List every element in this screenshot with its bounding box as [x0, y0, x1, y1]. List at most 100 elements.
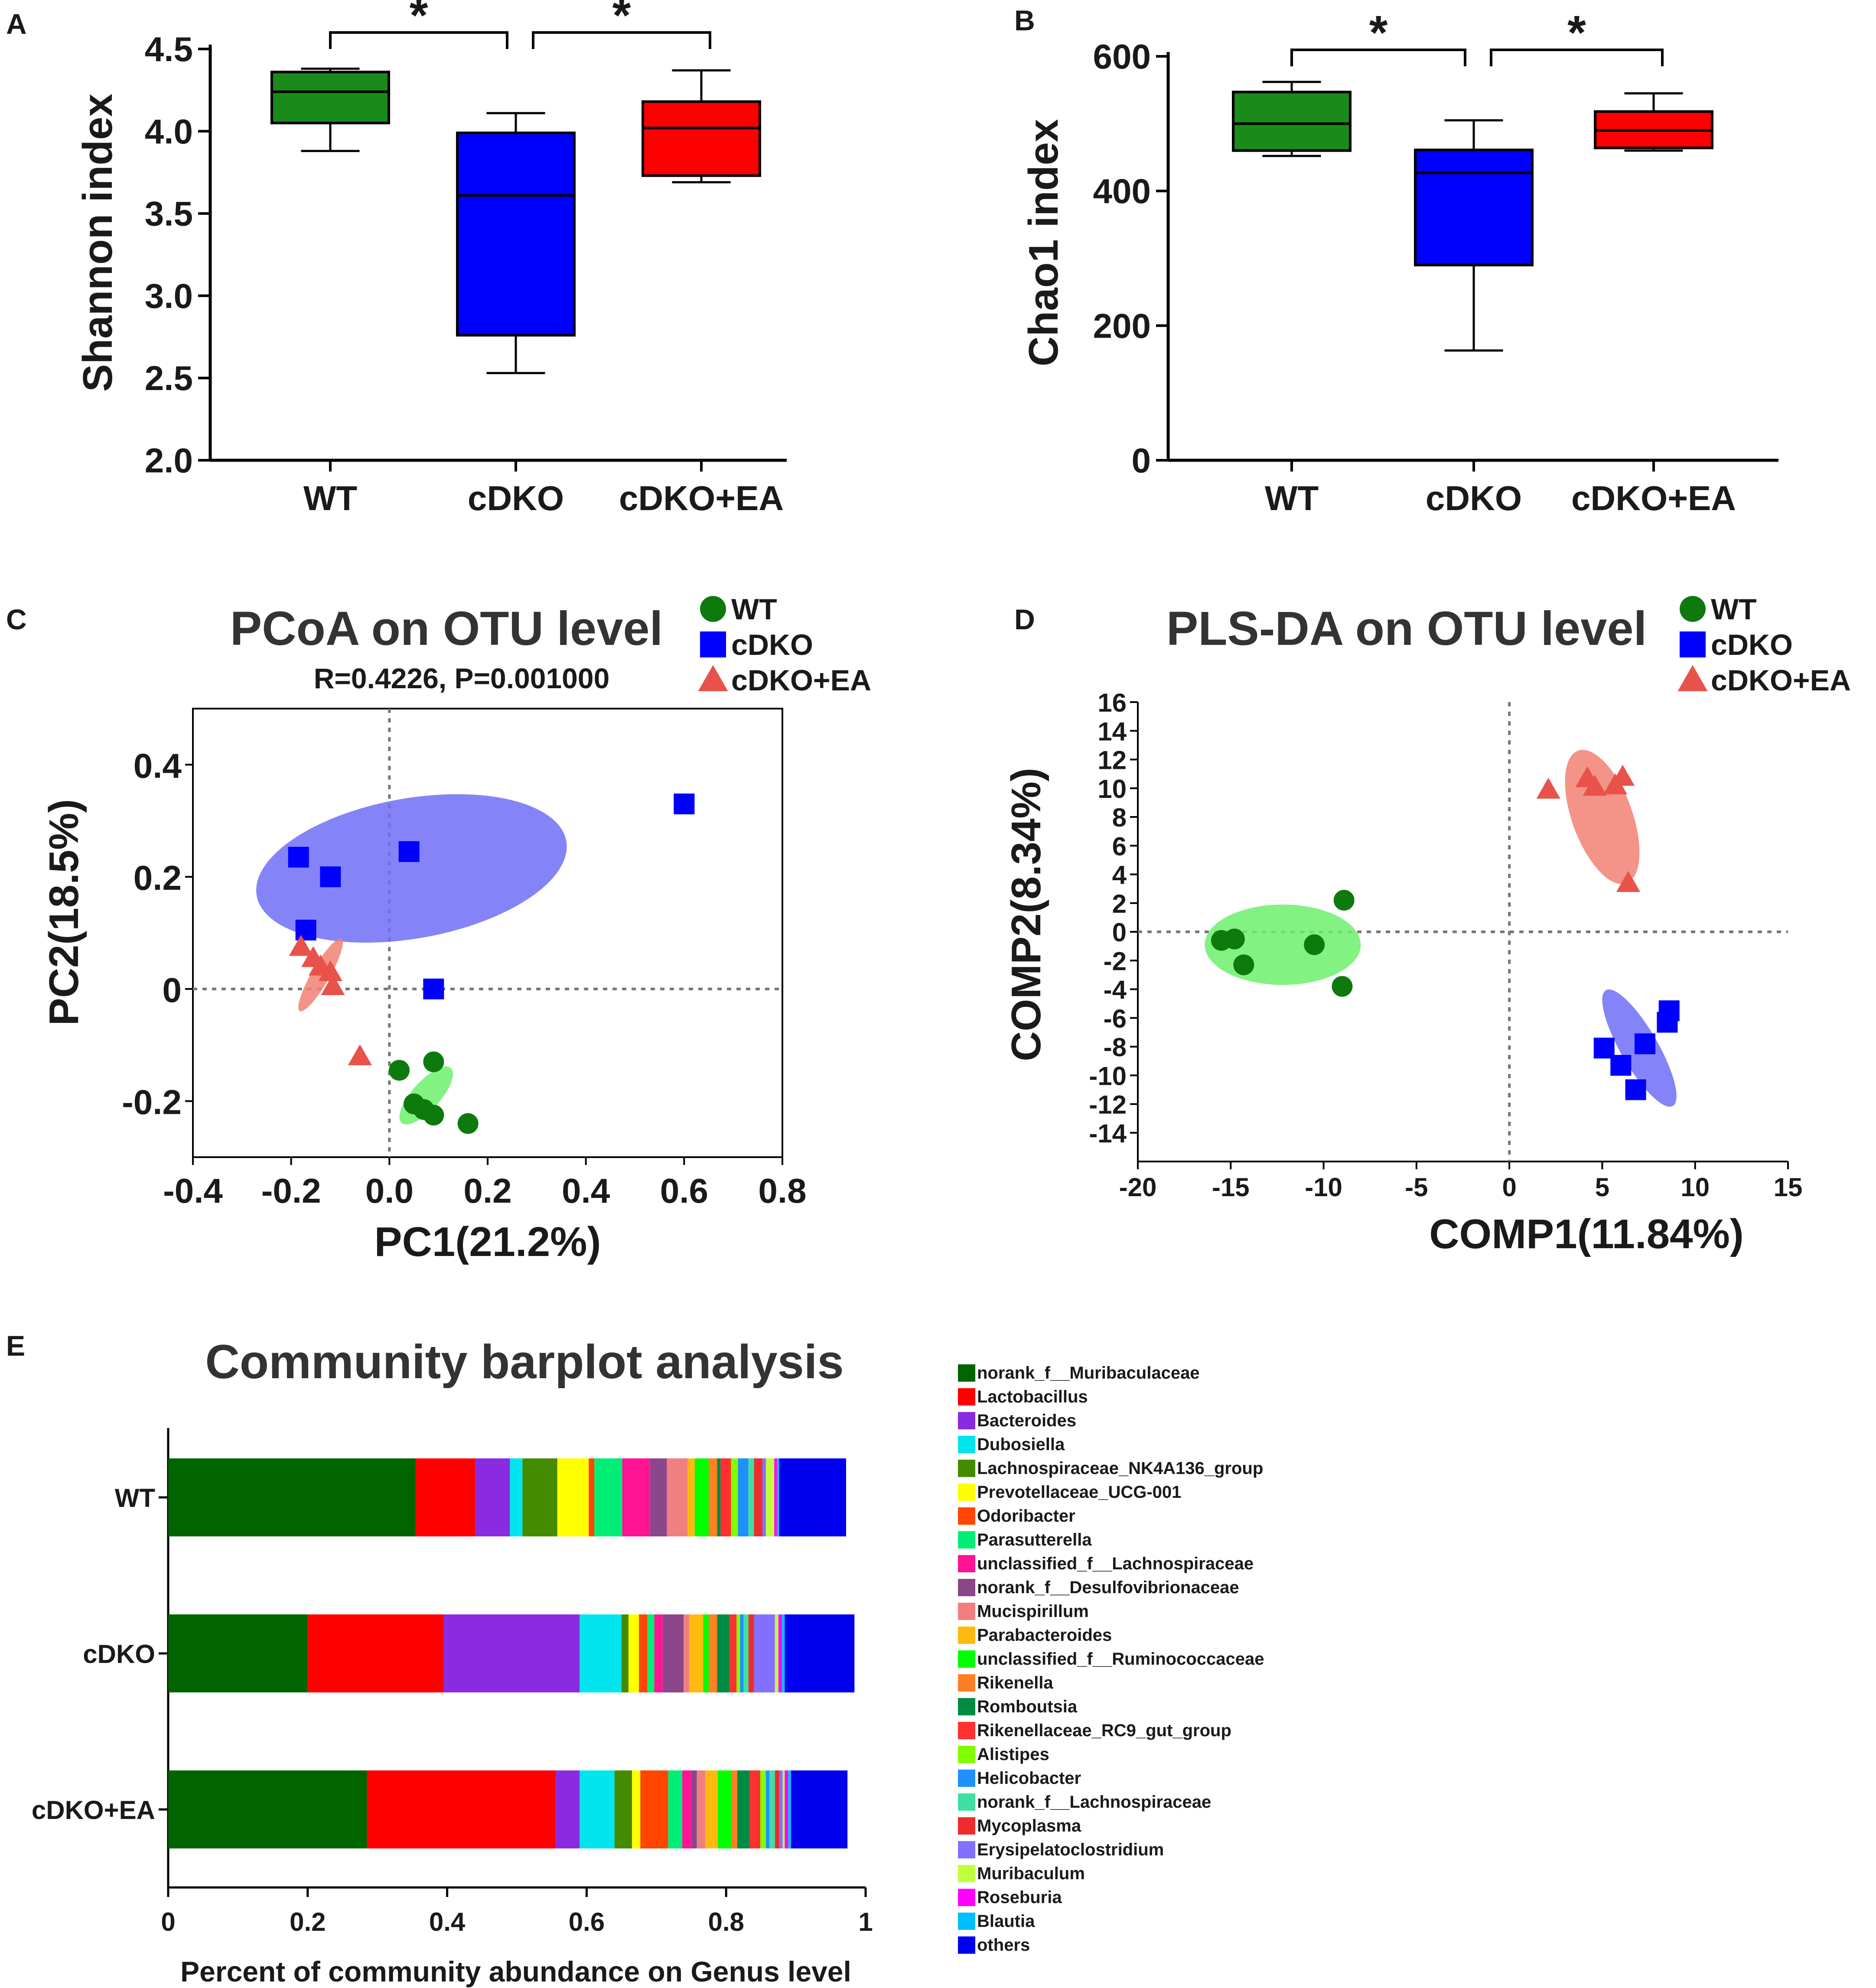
point-cdko-ea [348, 1044, 372, 1065]
y-tick-label: -12 [1089, 1090, 1127, 1119]
bar-segment [720, 1458, 731, 1536]
y-tick-label: 10 [1098, 774, 1127, 804]
bar-segment [614, 1770, 632, 1848]
point-wt [1233, 954, 1254, 976]
panel-letter-c: C [6, 603, 27, 635]
legend-label: Lactobacillus [977, 1387, 1088, 1406]
bar-segment [522, 1458, 557, 1536]
significance-star: * [1567, 6, 1586, 59]
bar-segment [788, 1770, 791, 1848]
legend-label: unclassified_f__Lachnospiraceae [977, 1554, 1254, 1573]
chao1-box-plot: Chao1 index 0 200 400 600 WT cDKO cDKO+EA * * [1020, 6, 1778, 517]
point-cdko-ea [1583, 774, 1607, 796]
legend-swatch [958, 1531, 975, 1549]
x-tick-label: cDKO [1426, 479, 1522, 517]
point-cdko-ea [289, 935, 313, 956]
y-tick-label: 16 [1098, 688, 1127, 717]
panel-letter-a: A [6, 8, 27, 40]
legend-label: Rikenella [977, 1673, 1053, 1692]
legend-swatch [958, 1364, 975, 1382]
legend-swatch [958, 1936, 975, 1954]
bar-segment [791, 1770, 848, 1848]
bar-segment [628, 1614, 639, 1692]
legend-label: norank_f__Lachnospiraceae [977, 1793, 1211, 1812]
bar-segment [691, 1770, 697, 1848]
point-cdko [1625, 1079, 1646, 1100]
y-tick-label: -2 [1104, 947, 1127, 976]
point-cdko [320, 866, 341, 888]
bar-segment [682, 1770, 691, 1848]
bar-segment [650, 1458, 667, 1536]
x-tick-label: -15 [1212, 1173, 1250, 1202]
bar-segment [168, 1770, 367, 1848]
legend-label: cDKO [1711, 628, 1793, 661]
point-wt [457, 1113, 479, 1134]
y-tick-label: 0 [1112, 918, 1127, 947]
bar-segment [785, 1614, 855, 1692]
x-tick-label: 15 [1774, 1173, 1803, 1202]
legend-swatch [958, 1436, 975, 1453]
bar-segment [621, 1614, 629, 1692]
bar-segment [748, 1458, 754, 1536]
panel-a-ylabel: Shannon index [75, 94, 121, 392]
bar-segment [754, 1458, 762, 1536]
bar-segment [168, 1458, 416, 1536]
panel-letter-b: B [1014, 4, 1035, 36]
point-cdko-ea [1616, 871, 1641, 892]
x-tick-label: 10 [1681, 1173, 1710, 1202]
point-cdko [1658, 1000, 1680, 1022]
x-tick-label: cDKO [468, 479, 564, 517]
legend-label: Mycoplasma [977, 1816, 1081, 1835]
point-wt [1332, 976, 1353, 997]
legend-label: Prevotellaceae_UCG-001 [977, 1483, 1181, 1502]
legend-swatch [958, 1555, 975, 1572]
bar-segment [762, 1458, 766, 1536]
point-cdko [1635, 1033, 1655, 1054]
legend-label: unclassified_f__Ruminococcaceae [977, 1650, 1264, 1669]
bar-segment [640, 1770, 668, 1848]
legend-label: cDKO+EA [1711, 664, 1851, 697]
legend-label: Dubosiella [977, 1435, 1065, 1454]
panel-d-title: PLS-DA on OTU level [1166, 602, 1647, 655]
bar-segment [697, 1770, 705, 1848]
panel-c-subtitle: R=0.4226, P=0.001000 [314, 662, 610, 694]
bar-segment [785, 1770, 788, 1848]
shannon-box-plot: Shannon index 2.0 2.5 3.0 3.5 4.0 4.5 WT cDKO cD… [75, 0, 787, 517]
panel-c-title: PCoA on OTU level [230, 602, 663, 655]
bar-segment [557, 1458, 589, 1536]
legend-label: norank_f__Muribaculaceae [977, 1363, 1200, 1383]
box-wt [1232, 91, 1352, 152]
x-tick-label: 0.4 [429, 1907, 466, 1936]
y-tick-label: 600 [1093, 37, 1151, 76]
legend-label: Mucispirillum [977, 1602, 1089, 1621]
bar-segment [443, 1614, 580, 1692]
bar-segment [731, 1458, 738, 1536]
legend-swatch [958, 1889, 975, 1906]
x-tick-label: 0.8 [708, 1907, 744, 1936]
panel-d-xlabel: COMP1(11.84%) [1429, 1211, 1744, 1257]
x-tick-label: 0.2 [290, 1907, 326, 1936]
bar-segment [740, 1614, 744, 1692]
bar-segment [775, 1770, 779, 1848]
y-tick-label: -8 [1104, 1033, 1127, 1062]
point-cdko-ea [321, 974, 345, 996]
bar-segment [416, 1458, 475, 1536]
legend-swatch [958, 1841, 975, 1858]
legend-swatch [958, 1817, 975, 1835]
bar-segment [589, 1458, 595, 1536]
y-tick-label: -4 [1104, 976, 1127, 1005]
x-tick-label: 0.2 [463, 1171, 511, 1210]
legend-swatch [958, 1650, 975, 1668]
x-tick-label: 0.6 [660, 1171, 708, 1210]
legend-label: Bacteroides [977, 1411, 1076, 1430]
legend-swatch [958, 1722, 975, 1739]
point-cdko [1610, 1055, 1632, 1076]
x-tick-label: -5 [1405, 1173, 1428, 1202]
y-tick-label: -14 [1089, 1119, 1127, 1148]
legend-label: norank_f__Desulfovibrionaceae [977, 1578, 1239, 1597]
legend-swatch [958, 1388, 975, 1406]
point-wt [423, 1051, 444, 1073]
point-wt [1333, 890, 1355, 911]
y-tick-label: cDKO [83, 1640, 155, 1669]
